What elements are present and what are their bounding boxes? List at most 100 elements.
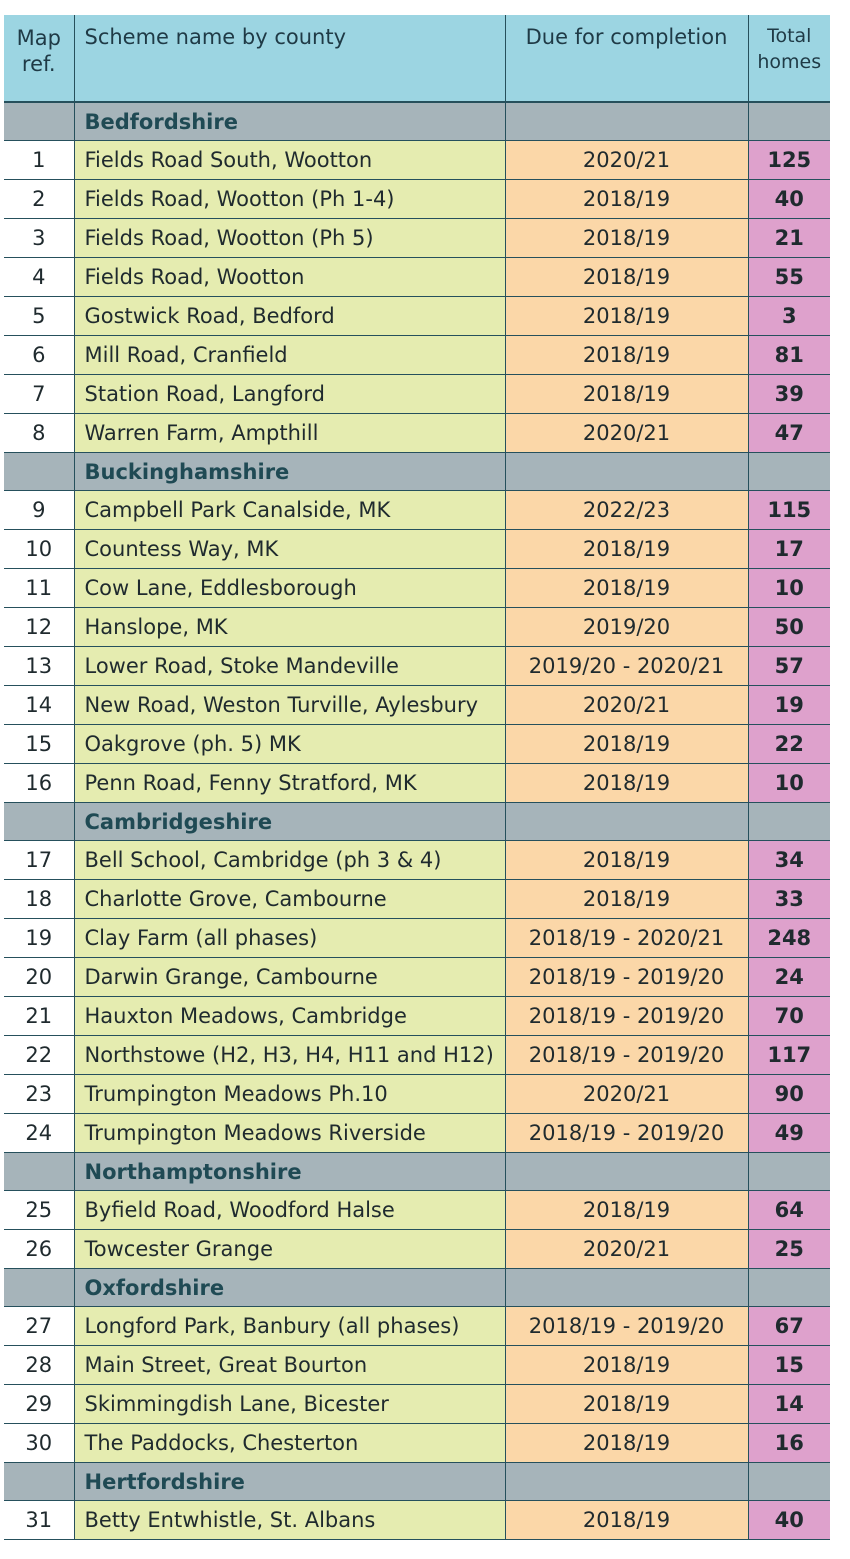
total-homes: 39 (747, 374, 830, 414)
total-homes: 117 (747, 1035, 830, 1075)
county-name: Hertfordshire (73, 1462, 505, 1501)
table-row: 11 Cow Lane, Eddlesborough 2018/19 10 (4, 568, 830, 608)
total-homes: 15 (747, 1345, 830, 1385)
group-total-cell (747, 1152, 830, 1191)
total-homes: 64 (747, 1190, 830, 1230)
map-ref: 31 (4, 1500, 74, 1540)
map-ref: 29 (4, 1384, 74, 1424)
total-homes: 90 (747, 1074, 830, 1114)
scheme-name: Hanslope, MK (73, 607, 505, 647)
total-homes: 3 (747, 296, 830, 336)
county-group-row: Northamptonshire (4, 1152, 830, 1191)
schemes-table: Map ref. Scheme name by county Due for c… (4, 15, 830, 1540)
total-homes: 50 (747, 607, 830, 647)
due-for-completion: 2018/19 (504, 1384, 748, 1424)
map-ref: 5 (4, 296, 74, 336)
total-homes: 19 (747, 685, 830, 725)
map-ref: 20 (4, 957, 74, 997)
table-row: 8 Warren Farm, Ampthill 2020/21 47 (4, 413, 830, 453)
county-group-row: Buckinghamshire (4, 452, 830, 491)
due-for-completion: 2019/20 - 2020/21 (504, 646, 748, 686)
scheme-name: Mill Road, Cranfield (73, 335, 505, 375)
map-ref: 14 (4, 685, 74, 725)
total-homes: 115 (747, 490, 830, 530)
total-homes: 17 (747, 529, 830, 569)
table-row: 14 New Road, Weston Turville, Aylesbury 20… (4, 685, 830, 725)
due-for-completion: 2018/19 (504, 763, 748, 803)
map-ref-header: Map ref. (4, 15, 74, 103)
table-row: 25 Byfield Road, Woodford Halse 2018/19 64 (4, 1190, 830, 1230)
scheme-name: Warren Farm, Ampthill (73, 413, 505, 453)
map-ref: 30 (4, 1423, 74, 1463)
map-ref: 8 (4, 413, 74, 453)
map-ref: 22 (4, 1035, 74, 1075)
scheme-name: Campbell Park Canalside, MK (73, 490, 505, 530)
group-due-cell (504, 802, 748, 841)
table-row: 5 Gostwick Road, Bedford 2018/19 3 (4, 296, 830, 336)
group-due-cell (504, 1152, 748, 1191)
due-for-completion: 2018/19 (504, 218, 748, 258)
total-homes: 21 (747, 218, 830, 258)
total-homes: 22 (747, 724, 830, 764)
total-homes: 49 (747, 1113, 830, 1153)
total-homes: 47 (747, 413, 830, 453)
map-ref: 2 (4, 179, 74, 219)
due-for-completion: 2020/21 (504, 140, 748, 180)
county-group-row: Bedfordshire (4, 102, 830, 141)
county-group-row: Oxfordshire (4, 1268, 830, 1307)
table-row: 18 Charlotte Grove, Cambourne 2018/19 33 (4, 879, 830, 919)
total-homes: 40 (747, 179, 830, 219)
scheme-name: Fields Road, Wootton (73, 257, 505, 297)
map-ref: 11 (4, 568, 74, 608)
table-row: 29 Skimmingdish Lane, Bicester 2018/19 14 (4, 1384, 830, 1424)
due-for-completion: 2018/19 (504, 568, 748, 608)
total-homes: 248 (747, 918, 830, 958)
group-ref-cell (4, 1462, 74, 1501)
map-ref: 26 (4, 1229, 74, 1269)
scheme-name: Fields Road South, Wootton (73, 140, 505, 180)
map-ref: 18 (4, 879, 74, 919)
due-for-completion: 2018/19 (504, 1423, 748, 1463)
table-row: 19 Clay Farm (all phases) 2018/19 - 2020/2… (4, 918, 830, 958)
table-row: 1 Fields Road South, Wootton 2020/21 125 (4, 140, 830, 180)
map-ref: 7 (4, 374, 74, 414)
due-for-completion: 2018/19 (504, 335, 748, 375)
total-homes: 25 (747, 1229, 830, 1269)
scheme-name: Station Road, Langford (73, 374, 505, 414)
header-row: Map ref. Scheme name by county Due for c… (4, 15, 830, 103)
map-ref: 27 (4, 1306, 74, 1346)
map-ref: 16 (4, 763, 74, 803)
total-homes: 10 (747, 763, 830, 803)
scheme-name: Trumpington Meadows Ph.10 (73, 1074, 505, 1114)
group-due-cell (504, 452, 748, 491)
due-header: Due for completion (504, 15, 748, 103)
due-for-completion: 2018/19 (504, 374, 748, 414)
map-ref: 17 (4, 840, 74, 880)
group-due-cell (504, 1462, 748, 1501)
scheme-name: Longford Park, Banbury (all phases) (73, 1306, 505, 1346)
due-for-completion: 2018/19 - 2019/20 (504, 1035, 748, 1075)
scheme-name: Fields Road, Wootton (Ph 1-4) (73, 179, 505, 219)
total-homes: 125 (747, 140, 830, 180)
total-homes-header: Total homes (747, 15, 830, 103)
map-ref: 1 (4, 140, 74, 180)
scheme-name: The Paddocks, Chesterton (73, 1423, 505, 1463)
group-ref-cell (4, 1268, 74, 1307)
group-total-cell (747, 1462, 830, 1501)
scheme-name: Darwin Grange, Cambourne (73, 957, 505, 997)
group-ref-cell (4, 802, 74, 841)
scheme-name: Penn Road, Fenny Stratford, MK (73, 763, 505, 803)
total-homes: 33 (747, 879, 830, 919)
scheme-name: Charlotte Grove, Cambourne (73, 879, 505, 919)
group-total-cell (747, 452, 830, 491)
total-homes: 70 (747, 996, 830, 1036)
due-for-completion: 2018/19 (504, 879, 748, 919)
group-ref-cell (4, 452, 74, 491)
total-homes: 16 (747, 1423, 830, 1463)
due-for-completion: 2018/19 - 2019/20 (504, 996, 748, 1036)
due-for-completion: 2020/21 (504, 1229, 748, 1269)
county-name: Bedfordshire (73, 102, 505, 141)
scheme-name: Betty Entwhistle, St. Albans (73, 1500, 505, 1540)
due-for-completion: 2020/21 (504, 413, 748, 453)
map-ref: 6 (4, 335, 74, 375)
